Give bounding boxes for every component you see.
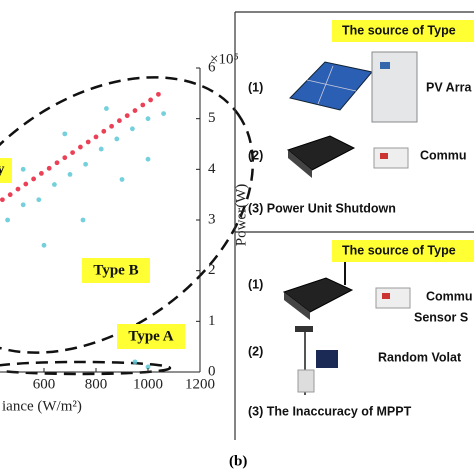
y-tick-label: 0 (208, 363, 216, 379)
solar-panel-icon (289, 51, 418, 123)
point (52, 182, 57, 187)
point (117, 118, 122, 124)
point (98, 146, 104, 152)
point (119, 177, 125, 182)
x-tick-label: 1200 (185, 376, 215, 392)
point (0, 197, 5, 203)
point (101, 128, 107, 134)
point (20, 166, 26, 172)
panel-label: (b) (229, 453, 247, 469)
y-tick-label: 1 (208, 313, 216, 329)
point (124, 113, 130, 119)
point (104, 106, 109, 111)
annotation-box (117, 324, 185, 349)
y-multiplier: ×10⁵ (210, 51, 239, 67)
point (78, 144, 83, 150)
point (132, 108, 138, 113)
point (20, 202, 26, 208)
annotation-box (82, 258, 150, 283)
point (39, 170, 44, 176)
point (85, 139, 91, 145)
point (114, 136, 120, 142)
point (80, 217, 86, 223)
point (23, 181, 29, 187)
point (161, 111, 167, 116)
title-box (332, 240, 474, 262)
point (31, 176, 36, 182)
section-title: The source of Type (342, 243, 456, 257)
point (93, 134, 99, 140)
point (70, 150, 75, 156)
annotation: y (0, 161, 5, 177)
point (145, 156, 151, 162)
point (148, 97, 154, 103)
point (15, 186, 21, 192)
item: (1) (248, 80, 263, 94)
y-tick-label: 5 (208, 110, 216, 126)
item: Commu (426, 289, 473, 303)
item: Random Volat (378, 350, 462, 364)
item: PV Arra (426, 80, 472, 94)
y-tick-label: 6 (208, 59, 216, 75)
panel-frame (234, 11, 474, 440)
point (62, 155, 68, 161)
point (132, 359, 138, 365)
item: (2) (248, 344, 263, 358)
item: (3) The Inaccuracy of MPPT (248, 404, 412, 418)
y-axis-label: Power(W) (233, 184, 249, 246)
item: Sensor S (414, 310, 468, 324)
point (5, 217, 10, 223)
item: (3) Power Unit Shutdown (248, 201, 396, 215)
item: (2) (248, 148, 263, 162)
item: Commu (420, 148, 467, 162)
point (140, 102, 146, 108)
annotation: Type B (93, 262, 138, 278)
x-tick-label: 800 (85, 376, 108, 392)
y-tick-label: 3 (208, 211, 216, 227)
title-box (332, 20, 474, 42)
point (7, 192, 13, 198)
point (156, 91, 161, 97)
x-axis-label: iance (W/m²) (2, 398, 82, 414)
y-tick-label: 4 (208, 161, 216, 177)
point (67, 172, 73, 177)
point (46, 165, 52, 171)
x-tick-label: 600 (33, 376, 56, 392)
device-icon (282, 262, 411, 320)
device-icon (286, 135, 409, 178)
point (145, 364, 151, 370)
point (83, 161, 88, 167)
annotation-box (0, 158, 12, 183)
point (145, 116, 151, 122)
item: (1) (248, 277, 263, 291)
weather-station-icon (295, 326, 338, 395)
plot-area (0, 91, 167, 370)
point (36, 197, 42, 203)
point (54, 160, 60, 166)
x-tick-label: 1000 (133, 376, 163, 392)
point (130, 126, 135, 132)
point (62, 131, 68, 137)
y-tick-label: 2 (208, 262, 216, 278)
point (109, 123, 114, 129)
annotation: Type A (128, 328, 173, 344)
point (41, 242, 47, 248)
chart-shapes (0, 76, 255, 376)
section-title: The source of Type (342, 23, 456, 37)
